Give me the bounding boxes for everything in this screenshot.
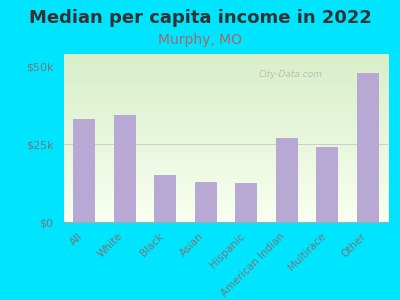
- Bar: [235, 183, 257, 222]
- Bar: [357, 73, 379, 222]
- Bar: [316, 147, 338, 222]
- Bar: [276, 138, 298, 222]
- Text: City-Data.com: City-Data.com: [258, 70, 322, 79]
- Text: Median per capita income in 2022: Median per capita income in 2022: [28, 9, 372, 27]
- Bar: [154, 175, 176, 222]
- Bar: [73, 119, 95, 222]
- Bar: [114, 115, 136, 222]
- Text: Murphy, MO: Murphy, MO: [158, 33, 242, 47]
- Bar: [195, 182, 217, 222]
